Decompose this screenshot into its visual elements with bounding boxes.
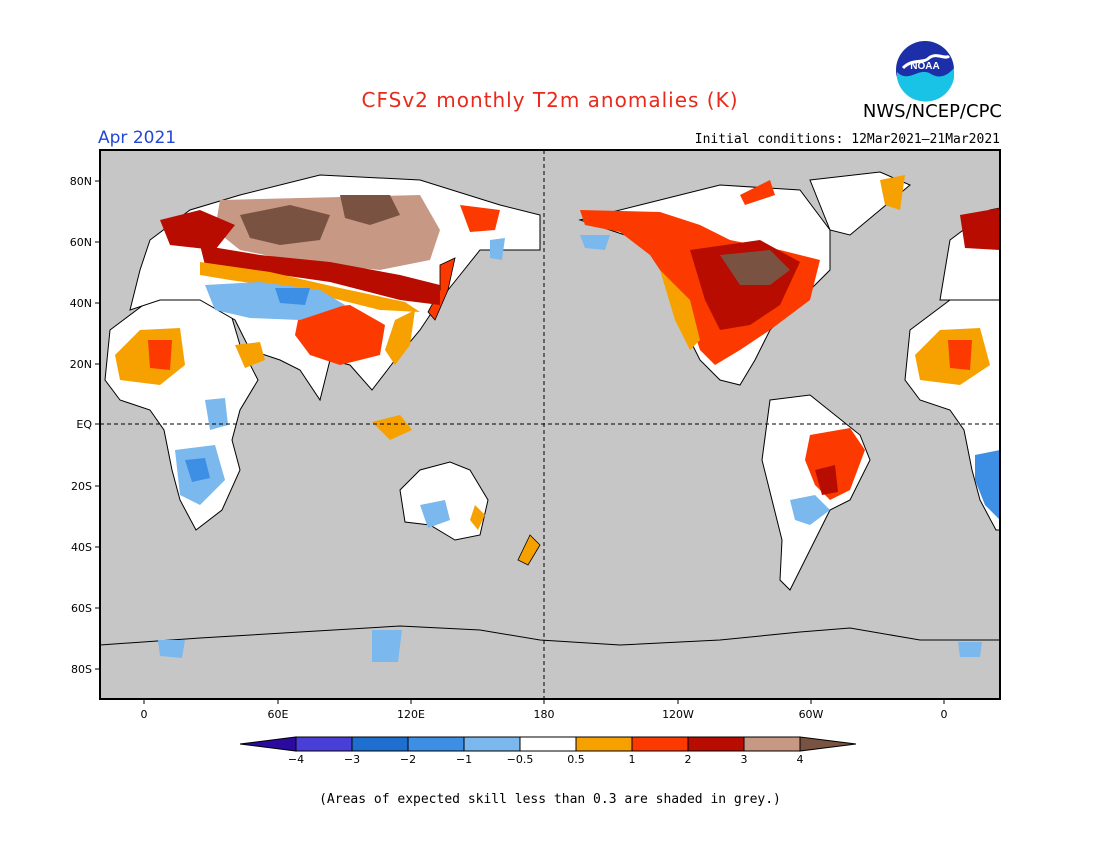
lat-label: 40S [71, 541, 92, 554]
initial-conditions: Initial conditions: 12Mar2021–21Mar2021 [694, 132, 1000, 147]
lon-label: 180 [534, 708, 555, 721]
colorbar-segment [743, 736, 801, 752]
colorbar-label: 4 [797, 753, 804, 766]
colorbar-segment [463, 736, 521, 752]
colorbar-segment [687, 736, 745, 752]
cool-anomalies [158, 235, 1000, 662]
colorbar-label: 3 [741, 753, 748, 766]
colorbar-arrow-right [799, 736, 857, 752]
lat-label: 80N [70, 175, 92, 188]
lat-label: 40N [70, 297, 92, 310]
colorbar-label: 0.5 [567, 753, 585, 766]
longitude-labels: 0 60E 120E 180 120W 60W 0 [141, 708, 948, 721]
lat-label: 80S [71, 663, 92, 676]
colorbar-label: −0.5 [507, 753, 534, 766]
colorbar-label: −1 [456, 753, 472, 766]
colorbar-segment [351, 736, 409, 752]
lat-label: 20N [70, 358, 92, 371]
skill-footnote: (Areas of expected skill less than 0.3 a… [319, 792, 781, 807]
colorbar-segment [519, 736, 577, 752]
colorbar-segment [575, 736, 633, 752]
colorbar-segment [407, 736, 465, 752]
new-zealand-land [517, 534, 541, 566]
lat-label: 60N [70, 236, 92, 249]
lon-label: 0 [941, 708, 948, 721]
latitude-labels: 80N 60N 40N 20N EQ 20S 40S 60S 80S [70, 175, 93, 676]
warm-anomalies [115, 175, 1000, 530]
lon-label: 60E [268, 708, 289, 721]
colorbar-label: 1 [629, 753, 636, 766]
lon-label: 120W [662, 708, 694, 721]
lat-label: 60S [71, 602, 92, 615]
map-title: CFSv2 monthly T2m anomalies (K) [361, 88, 739, 112]
colorbar-label: 2 [685, 753, 692, 766]
lat-label: 20S [71, 480, 92, 493]
lat-label: EQ [76, 418, 92, 431]
axis-ticks [95, 180, 945, 704]
lon-label: 0 [141, 708, 148, 721]
noaa-logo: NOAA [894, 39, 956, 102]
land-layer [100, 171, 1000, 699]
antarctica-land [100, 625, 1000, 699]
colorbar-labels: −4 −3 −2 −1 −0.5 0.5 1 2 3 4 [288, 753, 804, 766]
lon-label: 60W [799, 708, 824, 721]
noaa-logo-text: NOAA [910, 61, 939, 72]
lon-label: 120E [397, 708, 425, 721]
colorbar-segment [295, 736, 353, 752]
colorbar-label: −2 [400, 753, 416, 766]
colorbar-arrow-left [239, 736, 297, 752]
colorbar-label: −4 [288, 753, 304, 766]
colorbar [239, 736, 857, 752]
colorbar-segment [631, 736, 689, 752]
colorbar-label: −3 [344, 753, 360, 766]
valid-month: Apr 2021 [98, 128, 177, 148]
agency-label: NWS/NCEP/CPC [862, 101, 1002, 122]
